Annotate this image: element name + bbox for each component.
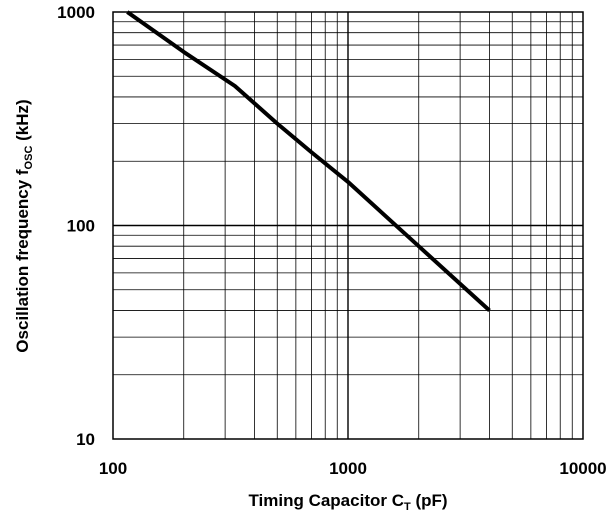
plot-frame [112, 11, 584, 440]
x-tick-label: 10000 [559, 459, 606, 478]
y-axis-label: Oscillation frequency fOSC (kHz) [13, 99, 35, 352]
y-tick-label: 10 [76, 430, 95, 449]
series-layer [126, 10, 491, 312]
y-tick-label: 1000 [57, 3, 95, 22]
series-line [126, 10, 491, 312]
x-tick-label: 1000 [329, 459, 367, 478]
x-tick-label: 100 [99, 459, 127, 478]
chart-grid [113, 12, 583, 439]
x-axis-label: Timing Capacitor CT (pF) [248, 491, 447, 513]
y-tick-label: 100 [67, 217, 95, 236]
